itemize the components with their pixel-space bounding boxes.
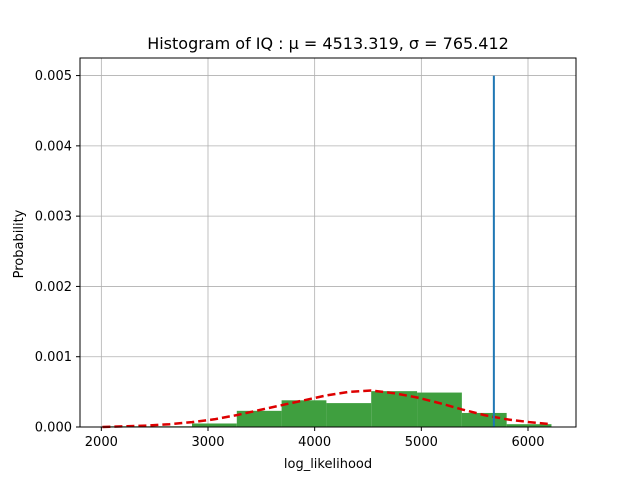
y-tick-label: 0.003: [35, 210, 72, 225]
histogram-bar: [192, 423, 237, 427]
histogram-bar: [417, 392, 462, 427]
histogram-bar: [326, 403, 372, 427]
x-axis-label: log_likelihood: [284, 457, 372, 472]
x-tick-label: 5000: [405, 435, 438, 450]
y-axis-ticks: 0.000 0.001 0.002 0.003 0.004 0.005: [35, 69, 80, 436]
y-tick-label: 0.002: [35, 280, 72, 295]
histogram-bar: [236, 410, 282, 427]
x-tick-label: 2000: [85, 435, 118, 450]
y-tick-label: 0.004: [35, 139, 72, 154]
histogram-bar: [371, 391, 418, 427]
x-tick-label: 6000: [511, 435, 544, 450]
histogram-bar: [281, 400, 327, 427]
x-tick-label: 4000: [298, 435, 331, 450]
y-tick-label: 0.005: [35, 69, 72, 84]
y-tick-label: 0.001: [35, 350, 72, 365]
fit-curve: [102, 389, 552, 429]
histogram-bar: [506, 424, 552, 427]
fit-curve-group: [102, 389, 552, 429]
y-tick-label: 0.000: [35, 421, 72, 436]
y-axis-label: Probability: [12, 209, 27, 278]
x-axis-ticks: 2000 3000 4000 5000 6000: [85, 427, 545, 450]
plot-frame: [79, 57, 577, 428]
x-tick-label: 3000: [191, 435, 224, 450]
chart-title: Histogram of IQ : μ = 4513.319, σ = 765.…: [147, 34, 509, 53]
